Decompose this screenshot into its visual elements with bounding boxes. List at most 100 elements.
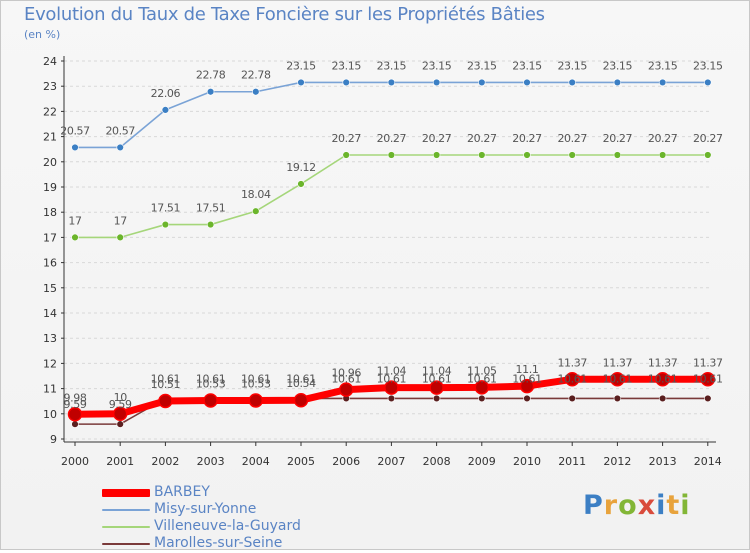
- data-label: 20.57: [105, 124, 135, 137]
- data-point: [523, 394, 531, 403]
- y-tick-label: 18: [43, 206, 57, 219]
- x-tick-label: 2004: [242, 455, 270, 468]
- x-tick-label: 2009: [468, 455, 496, 468]
- y-tick-label: 22: [43, 105, 57, 118]
- x-tick-label: 2000: [61, 455, 89, 468]
- data-label: 10.61: [331, 372, 361, 385]
- data-label: 10.61: [557, 372, 587, 385]
- y-tick-label: 10: [43, 408, 57, 421]
- data-label: 17: [68, 214, 82, 227]
- data-point: [116, 143, 124, 152]
- data-label: 11.05: [467, 364, 497, 377]
- data-label: 10.61: [603, 372, 633, 385]
- x-tick-label: 2001: [106, 455, 134, 468]
- data-point: [67, 407, 83, 422]
- x-tick-label: 2006: [332, 455, 360, 468]
- data-label: 10.96: [331, 367, 361, 380]
- y-tick-label: 12: [43, 357, 57, 370]
- data-point: [297, 78, 305, 87]
- data-label: 10.61: [286, 372, 316, 385]
- data-point: [206, 88, 215, 96]
- data-point: [248, 393, 264, 408]
- data-label: 9.59: [64, 398, 87, 411]
- data-label: 20.27: [377, 132, 407, 145]
- data-point: [704, 78, 712, 87]
- y-tick-label: 11: [43, 383, 57, 396]
- data-point: [432, 394, 441, 403]
- legend-label: Misy-sur-Yonne: [154, 501, 257, 517]
- data-point: [342, 78, 350, 87]
- data-point: [704, 394, 712, 403]
- data-point: [700, 372, 716, 387]
- data-label: 10.61: [693, 372, 723, 385]
- data-label: 20.27: [512, 132, 542, 145]
- data-label: 11.37: [557, 356, 587, 369]
- x-tick-label: 2013: [649, 455, 677, 468]
- data-point: [293, 392, 309, 408]
- data-label: 23.15: [286, 59, 316, 72]
- data-label: 10.61: [151, 372, 181, 385]
- x-tick-label: 2011: [558, 455, 586, 468]
- data-label: 10.61: [422, 372, 452, 385]
- y-tick-label: 15: [43, 282, 57, 295]
- data-label: 10.61: [648, 372, 678, 385]
- y-axis-unit: (en %): [24, 28, 61, 41]
- data-label: 10.61: [241, 372, 271, 385]
- data-point: [523, 78, 531, 87]
- data-label: 23.15: [603, 59, 633, 72]
- data-point: [523, 151, 531, 159]
- data-label: 11.04: [377, 365, 407, 378]
- data-label: 20.27: [603, 132, 633, 145]
- data-label: 10.53: [196, 377, 226, 390]
- data-point: [161, 220, 170, 229]
- y-tick-label: 21: [43, 131, 57, 144]
- data-label: 10.61: [196, 372, 226, 385]
- proxiti-logo: Proxiti: [583, 490, 691, 521]
- data-label: 10.53: [241, 377, 271, 390]
- x-tick-label: 2014: [694, 455, 722, 468]
- data-label: 22.78: [241, 69, 271, 82]
- data-point: [297, 180, 305, 188]
- data-point: [252, 207, 260, 215]
- y-tick-label: 9: [50, 433, 57, 446]
- data-point: [338, 382, 354, 397]
- data-label: 23.15: [557, 59, 587, 72]
- data-point: [658, 394, 667, 403]
- data-point: [71, 420, 79, 428]
- legend-swatch: [102, 526, 150, 528]
- data-label: 19.12: [286, 161, 316, 174]
- data-label: 20.27: [557, 132, 587, 145]
- data-point: [704, 151, 712, 159]
- x-tick-label: 2002: [151, 455, 179, 468]
- data-point: [116, 233, 124, 242]
- y-tick-label: 20: [43, 156, 57, 169]
- data-label: 20.27: [467, 132, 497, 145]
- x-tick-label: 2008: [423, 455, 451, 468]
- data-label: 23.15: [512, 59, 542, 72]
- y-tick-label: 16: [43, 257, 57, 270]
- data-label: 11.1: [516, 363, 539, 376]
- y-tick-label: 13: [43, 332, 57, 345]
- data-label: 23.15: [331, 59, 361, 72]
- data-label: 22.06: [151, 87, 181, 100]
- legend-label: BARBEY: [154, 484, 210, 500]
- data-label: 9.59: [109, 398, 132, 411]
- data-point: [203, 393, 218, 408]
- data-label: 10.51: [151, 378, 181, 391]
- data-point: [564, 372, 580, 387]
- data-point: [387, 78, 396, 87]
- data-point: [613, 78, 622, 87]
- data-point: [384, 380, 399, 395]
- y-tick-label: 24: [43, 55, 57, 68]
- data-label: 20.27: [331, 132, 361, 145]
- legend-label: Marolles-sur-Seine: [154, 535, 283, 551]
- data-label: 11.04: [422, 365, 452, 378]
- data-label: 20.57: [60, 124, 90, 137]
- data-point: [342, 151, 350, 159]
- data-label: 20.27: [693, 132, 723, 145]
- data-point: [432, 78, 441, 87]
- x-tick-label: 2012: [603, 455, 631, 468]
- data-label: 23.15: [422, 59, 452, 72]
- x-tick-label: 2007: [377, 455, 405, 468]
- data-label: 23.15: [693, 59, 723, 72]
